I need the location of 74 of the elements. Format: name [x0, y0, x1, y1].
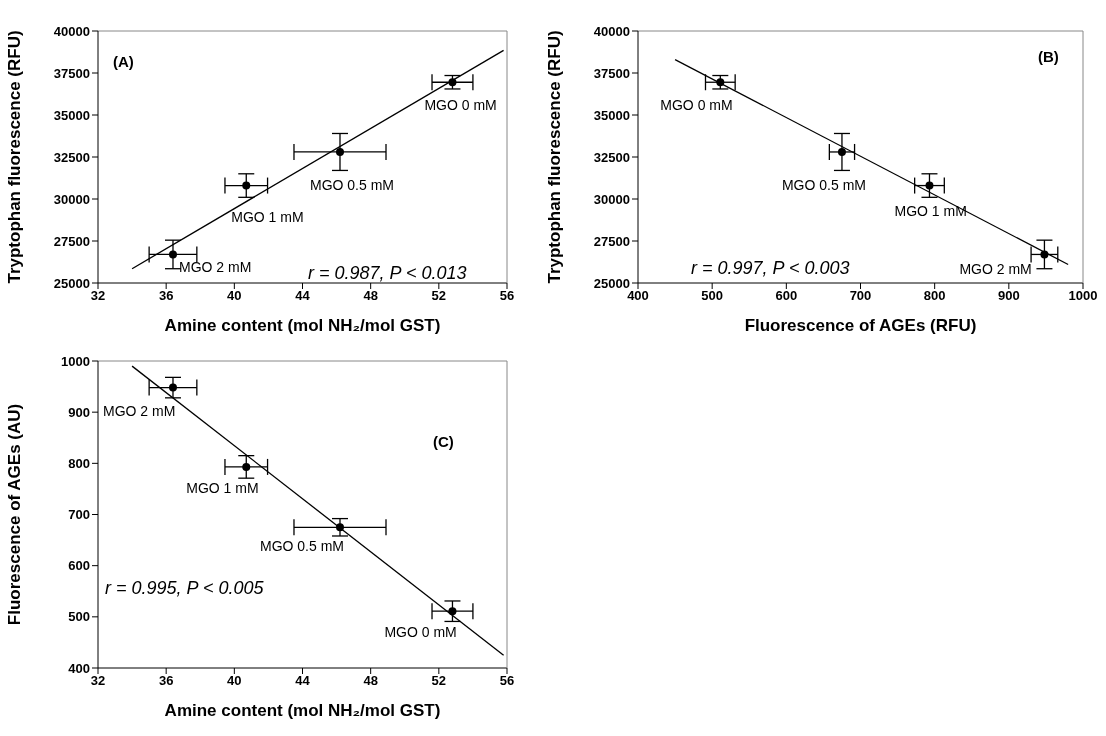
- x-tick-label: 36: [158, 288, 174, 304]
- x-tick-label: 36: [158, 673, 174, 689]
- annotation: MGO 0.5 mM: [781, 176, 866, 193]
- annotation: (B): [1038, 48, 1059, 65]
- x-tick-label: 52: [431, 288, 447, 304]
- x-tick-label: 44: [295, 288, 311, 304]
- point: [242, 181, 251, 190]
- x-tick-label: 52: [431, 673, 447, 689]
- point: [168, 383, 177, 392]
- y-axis-title: Tryptophan fluorescence (RFU): [5, 30, 25, 284]
- annotation: (A): [113, 53, 134, 70]
- x-tick-label: 700: [849, 288, 872, 304]
- y-tick-label: 25000: [593, 275, 630, 291]
- x-tick-label: 56: [499, 288, 515, 304]
- annotation: MGO 1 mM: [894, 202, 967, 219]
- annotation: MGO 1 mM: [186, 479, 259, 496]
- y-tick-label: 25000: [53, 275, 90, 291]
- y-axis-title: Tryptophan fluorescence (RFU): [545, 30, 565, 284]
- x-tick-label: 600: [775, 288, 798, 304]
- y-tick-label: 1000: [61, 353, 90, 369]
- x-tick-label: 900: [997, 288, 1020, 304]
- y-tick-label: 500: [68, 609, 90, 625]
- y-tick-label: 32500: [53, 149, 90, 165]
- x-tick-label: 40: [227, 288, 242, 304]
- x-tick-label: 400: [627, 288, 649, 304]
- x-axis-title: Amine content (mol NH₂/mol GST): [164, 316, 441, 335]
- x-tick-label: 48: [363, 673, 378, 689]
- y-tick-label: 800: [68, 455, 90, 471]
- y-tick-label: 700: [68, 507, 90, 523]
- x-tick-label: 32: [90, 288, 106, 304]
- x-axis-title: Fluorescence of AGEs (RFU): [744, 316, 977, 335]
- y-tick-label: 600: [68, 558, 90, 574]
- x-tick-label: 44: [295, 673, 311, 689]
- point: [448, 607, 457, 616]
- x-tick-label: 500: [701, 288, 724, 304]
- y-tick-label: 40000: [53, 23, 90, 39]
- y-tick-label: 40000: [593, 23, 630, 39]
- point: [335, 147, 344, 156]
- point: [168, 250, 177, 259]
- point: [242, 462, 251, 471]
- y-tick-label: 900: [68, 404, 90, 420]
- annotation: MGO 1 mM: [231, 208, 304, 225]
- y-axis-title: Fluorescence of AGEs (AU): [5, 403, 25, 626]
- y-tick-label: 37500: [593, 65, 630, 81]
- y-tick-label: 37500: [53, 65, 90, 81]
- point: [837, 147, 846, 156]
- annotation: MGO 0 mM: [660, 97, 733, 114]
- y-tick-label: 35000: [593, 107, 630, 123]
- annotation: MGO 2 mM: [102, 402, 176, 419]
- y-tick-label: 30000: [53, 191, 90, 207]
- annotation: r = 0.987, P < 0.013: [308, 263, 467, 284]
- x-tick-label: 32: [90, 673, 106, 689]
- x-tick-label: 800: [923, 288, 946, 304]
- x-tick-label: 48: [363, 288, 378, 304]
- x-tick-label: 56: [499, 673, 515, 689]
- annotation: r = 0.997, P < 0.003: [691, 258, 850, 279]
- x-axis-title: Amine content (mol NH₂/mol GST): [164, 701, 441, 720]
- annotation: (C): [433, 433, 454, 450]
- y-tick-label: 400: [68, 660, 90, 676]
- y-tick-label: 35000: [53, 107, 90, 123]
- annotation: MGO 2 mM: [178, 259, 252, 276]
- x-tick-label: 40: [227, 673, 242, 689]
- annotation: MGO 0.5 mM: [259, 538, 345, 555]
- y-tick-label: 27500: [53, 233, 90, 249]
- x-tick-label: 1000: [1068, 288, 1098, 304]
- y-tick-label: 27500: [593, 233, 630, 249]
- annotation: MGO 0 mM: [424, 97, 497, 114]
- y-tick-label: 30000: [593, 191, 630, 207]
- annotation: MGO 2 mM: [959, 261, 1032, 278]
- point: [925, 181, 934, 190]
- annotation: MGO 0.5 mM: [309, 176, 395, 193]
- annotation: r = 0.995, P < 0.005: [105, 578, 264, 599]
- y-tick-label: 32500: [593, 149, 630, 165]
- annotation: MGO 0 mM: [384, 624, 457, 641]
